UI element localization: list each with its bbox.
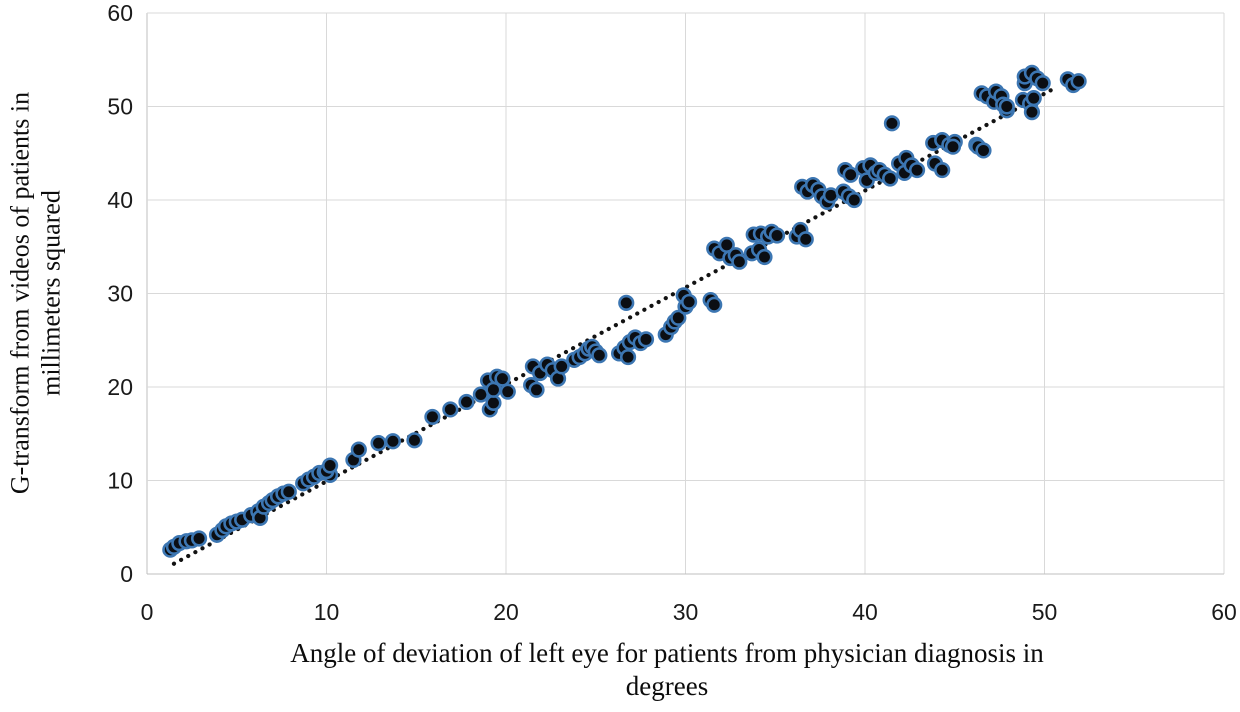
scatter-point xyxy=(882,170,899,187)
y-axis-title: G-transform from videos of patients in m… xyxy=(5,0,66,603)
scatter-point xyxy=(442,401,459,418)
scatter-point xyxy=(591,347,608,364)
scatter-point xyxy=(731,253,748,270)
scatter-point xyxy=(846,191,863,209)
y-axis-title-line1: G-transform from videos of patients in xyxy=(5,91,35,495)
scatter-point xyxy=(1034,75,1051,92)
scatter-point xyxy=(998,98,1015,115)
x-tick-label: 30 xyxy=(673,599,699,625)
scatter-point xyxy=(528,381,545,398)
scatter-point xyxy=(553,358,570,375)
y-tick-label: 40 xyxy=(107,187,133,213)
scatter-point xyxy=(458,393,475,411)
scatter-point xyxy=(384,433,402,450)
y-tick-label: 60 xyxy=(107,0,133,26)
scatter-point xyxy=(975,142,992,159)
x-tick-label: 40 xyxy=(852,599,878,625)
y-axis-title-line2: millimeters squared xyxy=(36,190,65,396)
scatter-point xyxy=(883,115,901,132)
scatter-point xyxy=(670,309,687,326)
scatter-point xyxy=(406,432,423,449)
x-axis-title-line2: degrees xyxy=(625,670,709,701)
scatter-point xyxy=(768,227,786,244)
x-axis-title: Angle of deviation of left eye for patie… xyxy=(147,637,1187,703)
scatter-point xyxy=(1070,73,1087,90)
y-tick-label: 10 xyxy=(107,468,133,494)
x-tick-label: 0 xyxy=(141,599,154,625)
scatter-point xyxy=(424,408,441,426)
scatter-point xyxy=(637,331,655,348)
scatter-point xyxy=(618,294,635,311)
x-tick-label: 50 xyxy=(1032,599,1058,625)
x-tick-label: 20 xyxy=(493,599,519,625)
scatter-point xyxy=(280,483,297,500)
scatter-point xyxy=(494,370,511,387)
scatter-point xyxy=(485,394,502,411)
scatter-point xyxy=(756,248,773,266)
scatter-point xyxy=(934,161,951,179)
x-tick-label: 60 xyxy=(1211,599,1237,625)
scatter-point xyxy=(350,441,367,458)
y-tick-label: 20 xyxy=(107,374,133,400)
scatter-point xyxy=(1025,89,1042,107)
x-axis-title-line1: Angle of deviation of left eye for patie… xyxy=(290,638,1044,668)
trendline xyxy=(171,84,1060,566)
scatter-point xyxy=(944,138,962,155)
scatter-point xyxy=(499,383,516,400)
scatter-point xyxy=(619,348,637,366)
scatter-point xyxy=(190,530,208,547)
scatter-point xyxy=(706,296,723,313)
scatter-point xyxy=(1023,104,1041,121)
scatter-point xyxy=(321,457,339,474)
y-tick-label: 50 xyxy=(107,94,133,120)
scatter-point xyxy=(680,293,698,311)
scatter-point xyxy=(842,166,859,183)
scatter-point xyxy=(908,161,926,179)
y-tick-label: 0 xyxy=(120,561,133,587)
scatter-point xyxy=(370,435,387,452)
scatter-point xyxy=(797,231,814,248)
y-tick-label: 30 xyxy=(107,281,133,307)
x-tick-label: 10 xyxy=(314,599,340,625)
